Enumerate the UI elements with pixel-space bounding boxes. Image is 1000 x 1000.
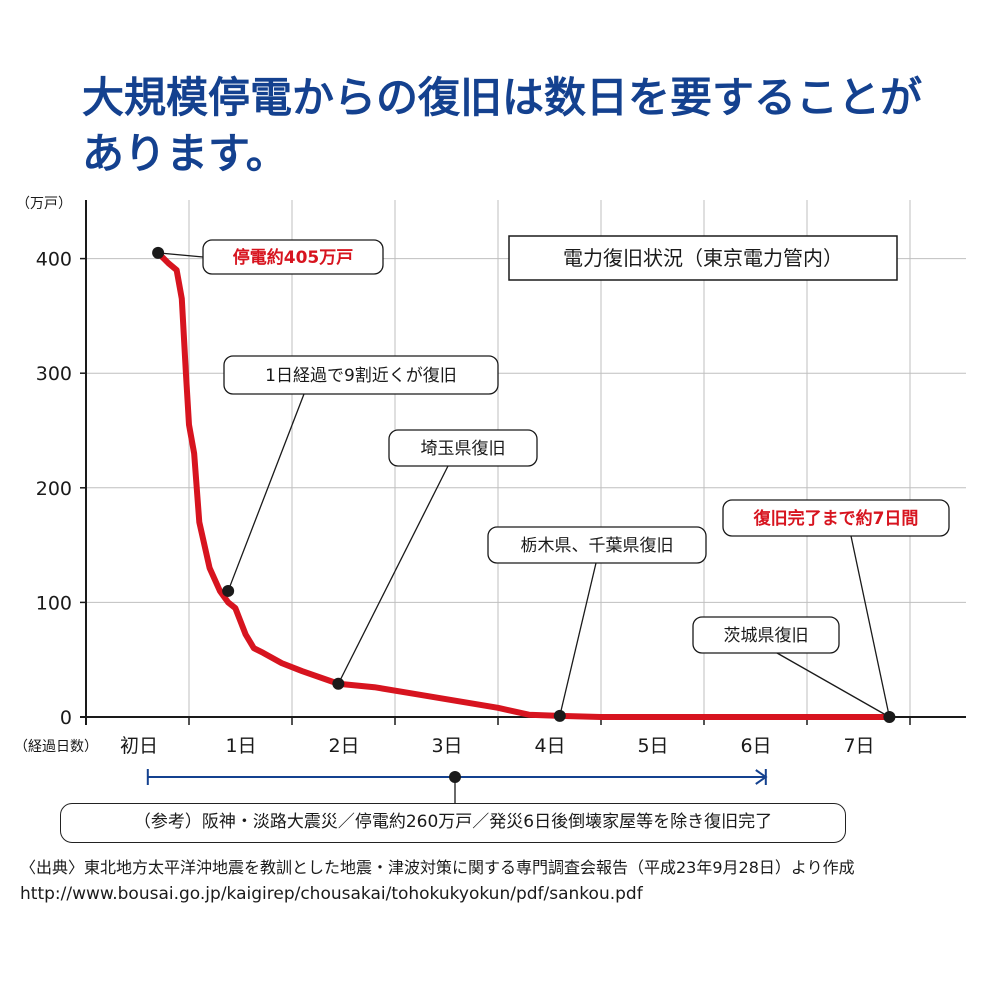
x-tick-label: 7日 xyxy=(843,735,874,757)
callout-box xyxy=(692,616,840,654)
data-point-marker xyxy=(332,677,345,690)
data-point-marker xyxy=(222,584,235,597)
callout-box xyxy=(487,526,707,564)
callout-leader xyxy=(559,562,597,717)
title-line-2: あります。 xyxy=(82,129,288,178)
x-tick-label: 1日 xyxy=(225,735,256,757)
legend-frame xyxy=(508,235,898,281)
y-tick-label: 200 xyxy=(36,478,72,500)
callout-box xyxy=(722,499,950,537)
callout-leader xyxy=(227,393,305,592)
series-line-recovery xyxy=(155,249,893,720)
data-point-marker xyxy=(553,709,566,722)
y-tick-label: 400 xyxy=(36,249,72,271)
y-tick-label: 300 xyxy=(36,363,72,385)
x-axis-label: （経過日数） xyxy=(14,739,98,755)
x-tick-label: 初日 xyxy=(120,735,158,757)
reference-marker xyxy=(449,771,461,783)
page-title: 大規模停電からの復旧は数日を要することが あります。 xyxy=(82,70,982,182)
x-tick-label: 2日 xyxy=(328,735,359,757)
reference-note: （参考）阪神・淡路大震災／停電約260万戸／発災6日後倒壊家屋等を除き復旧完了 xyxy=(60,803,846,843)
x-tick-label: 5日 xyxy=(637,735,668,757)
callout-label: 埼玉県復旧 xyxy=(421,439,506,459)
callout-leader xyxy=(337,465,449,685)
x-tick-label: 4日 xyxy=(534,735,565,757)
chart-legend-box: 電力復旧状況（東京電力管内） xyxy=(508,235,898,281)
callout-label: 復旧完了まで約7日間 xyxy=(753,508,919,529)
callout-box xyxy=(388,429,538,467)
callout-label: 停電約405万戸 xyxy=(233,247,354,268)
title-line-1: 大規模停電からの復旧は数日を要することが xyxy=(82,73,923,122)
data-point-marker xyxy=(883,711,896,723)
callout-label: 1日経過で9割近くが復旧 xyxy=(265,366,457,386)
reference-range-arrow xyxy=(146,769,768,803)
x-tick-label: 6日 xyxy=(740,735,771,757)
x-tick-label: 3日 xyxy=(431,735,462,757)
callout-leader xyxy=(158,252,204,258)
source-citation: 〈出典〉東北地方太平洋沖地震を教訓とした地震・津波対策に関する専門調査会報告（平… xyxy=(20,858,855,877)
y-axis-unit: （万戸） xyxy=(16,196,72,212)
callout-label: 茨城県復旧 xyxy=(724,626,809,646)
y-tick-label: 100 xyxy=(36,592,72,614)
source-url[interactable]: http://www.bousai.go.jp/kaigirep/chousak… xyxy=(20,884,643,904)
callout-leader xyxy=(850,535,891,718)
data-point-marker xyxy=(152,246,165,259)
callout-leader xyxy=(776,652,890,718)
chart-title: 電力復旧状況（東京電力管内） xyxy=(563,246,843,270)
callout-box xyxy=(223,355,499,395)
y-tick-label: 0 xyxy=(60,707,72,729)
callout-box xyxy=(202,239,384,275)
callout-label: 栃木県、千葉県復旧 xyxy=(521,536,674,556)
